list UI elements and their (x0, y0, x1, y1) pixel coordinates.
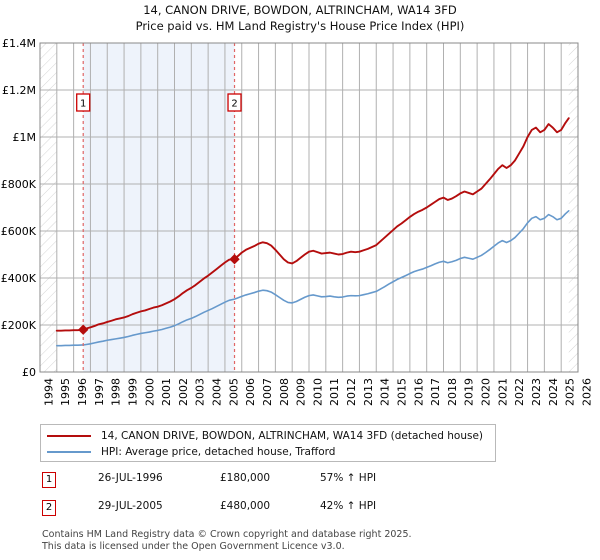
x-axis-tick-label: 1994 (42, 378, 55, 406)
x-axis-tick-label: 2026 (580, 378, 593, 406)
footer-line-1: Contains HM Land Registry data © Crown c… (42, 529, 412, 540)
footer-line-2: This data is licensed under the Open Gov… (42, 540, 345, 552)
transaction-price: £480,000 (220, 500, 271, 512)
x-axis-tick-label: 2020 (480, 378, 493, 406)
x-axis-tick-label: 2008 (278, 378, 291, 406)
x-axis-tick-label: 2012 (345, 378, 358, 406)
y-axis-tick-label: £1.4M (2, 37, 36, 50)
legend-item-hpi: HPI: Average price, detached house, Traf… (47, 444, 335, 460)
x-axis-tick-label: 2005 (227, 378, 240, 406)
status-badge: 2 (42, 500, 56, 516)
series-line-price-paid (55, 117, 570, 332)
out-of-range-hatching (40, 43, 578, 372)
x-axis-tick-label: 2024 (547, 378, 560, 406)
table-row: 1 26-JUL-1996 £180,000 57% ↑ HPI (40, 470, 500, 498)
x-axis-tick-label: 2016 (412, 378, 425, 406)
title-line-1: 14, CANON DRIVE, BOWDON, ALTRINCHAM, WA1… (143, 3, 457, 17)
y-axis-tick-label: £1M (13, 131, 37, 144)
x-axis-tick-label: 2018 (446, 378, 459, 406)
x-axis-tick-label: 2003 (194, 378, 207, 406)
transaction-date: 26-JUL-1996 (98, 472, 163, 484)
marker-number-box[interactable] (76, 93, 91, 112)
x-axis-tick-label: 2022 (513, 378, 526, 406)
x-axis-labels: 1994 1995 1996 1997 1998 1999 2000 2001 2002 2003… (42, 378, 593, 406)
x-axis-tick-label: 2009 (295, 378, 308, 406)
x-axis-tick-label: 2013 (362, 378, 375, 406)
legend-label-price-paid: 14, CANON DRIVE, BOWDON, ALTRINCHAM, WA1… (101, 430, 484, 442)
status-badge: 1 (42, 472, 56, 488)
x-axis-tick-label: 2006 (244, 378, 257, 406)
y-axis-tick-label: £400K (1, 272, 37, 285)
x-axis-tick-label: 2023 (530, 378, 543, 406)
series-line-hpi (56, 209, 570, 347)
transaction-marker-diamond[interactable] (229, 254, 240, 265)
x-axis-tick-label: 1998 (110, 378, 123, 406)
y-axis-tick-label: £800K (1, 178, 37, 191)
series-lines (55, 117, 570, 347)
transaction-hpi-delta: 42% ↑ HPI (320, 500, 377, 512)
y-axis-tick-label: £1.2M (2, 84, 36, 97)
transaction-date: 29-JUL-2005 (98, 500, 163, 512)
title-line-2: Price paid vs. HM Land Registry's House … (135, 19, 465, 33)
legend-label-hpi: HPI: Average price, detached house, Traf… (101, 446, 336, 458)
marker-number-label: 2 (231, 99, 237, 110)
x-axis-tick-label: 2019 (463, 378, 476, 406)
x-axis-tick-label: 2021 (496, 378, 509, 406)
x-axis-tick-label: 2014 (379, 378, 392, 406)
footer-attribution: Contains HM Land Registry data © Crown c… (42, 529, 582, 552)
table-row: 2 29-JUL-2005 £480,000 42% ↑ HPI (40, 498, 500, 526)
x-axis-tick-label: 2010 (311, 378, 324, 406)
transactions-table: 1 26-JUL-1996 £180,000 57% ↑ HPI 2 29-JU… (40, 470, 500, 526)
x-axis-tick-label: 2015 (395, 378, 408, 406)
legend-item-price-paid: 14, CANON DRIVE, BOWDON, ALTRINCHAM, WA1… (47, 428, 483, 444)
hpi-line-chart: £0 £200K £400K £600K £800K £1M £1.2M £1.4M 1994… (1, 37, 594, 406)
y-axis-tick-label: £200K (1, 319, 37, 332)
transaction-hpi-delta: 57% ↑ HPI (320, 472, 377, 484)
x-axis-tick-label: 2017 (429, 378, 442, 406)
x-axis-tick-label: 2004 (211, 378, 224, 406)
y-axis-tick-label: £600K (1, 225, 37, 238)
gridlines (39, 42, 579, 373)
x-axis-tick-label: 2002 (177, 378, 190, 406)
x-axis-tick-label: 2001 (160, 378, 173, 406)
transaction-period-band (83, 43, 235, 372)
x-axis-tick-label: 2000 (143, 378, 156, 406)
legend-line-swatch-blue (47, 451, 91, 453)
x-axis-tick-label: 2007 (261, 378, 274, 406)
marker-number-box[interactable] (227, 93, 242, 112)
transaction-marker-diamond[interactable] (78, 324, 89, 335)
plot-frame (39, 42, 579, 373)
x-axis-tick-label: 1997 (93, 378, 106, 406)
y-axis-labels: £0 £200K £400K £600K £800K £1M £1.2M £1.4M (1, 37, 37, 379)
x-axis-tick-label: 2011 (328, 378, 341, 406)
marker-number-label: 1 (80, 99, 86, 110)
x-axis-tick-label: 2025 (564, 378, 577, 406)
y-axis-tick-label: £0 (22, 366, 36, 379)
x-axis-tick-label: 1999 (126, 378, 139, 406)
chart-legend: 14, CANON DRIVE, BOWDON, ALTRINCHAM, WA1… (40, 424, 496, 462)
x-axis-tick-label: 1995 (59, 378, 72, 406)
x-axis-tick-label: 1996 (76, 378, 89, 406)
page-title: 14, CANON DRIVE, BOWDON, ALTRINCHAM, WA1… (0, 2, 600, 34)
transaction-price: £180,000 (220, 472, 271, 484)
legend-line-swatch-red (47, 435, 91, 437)
